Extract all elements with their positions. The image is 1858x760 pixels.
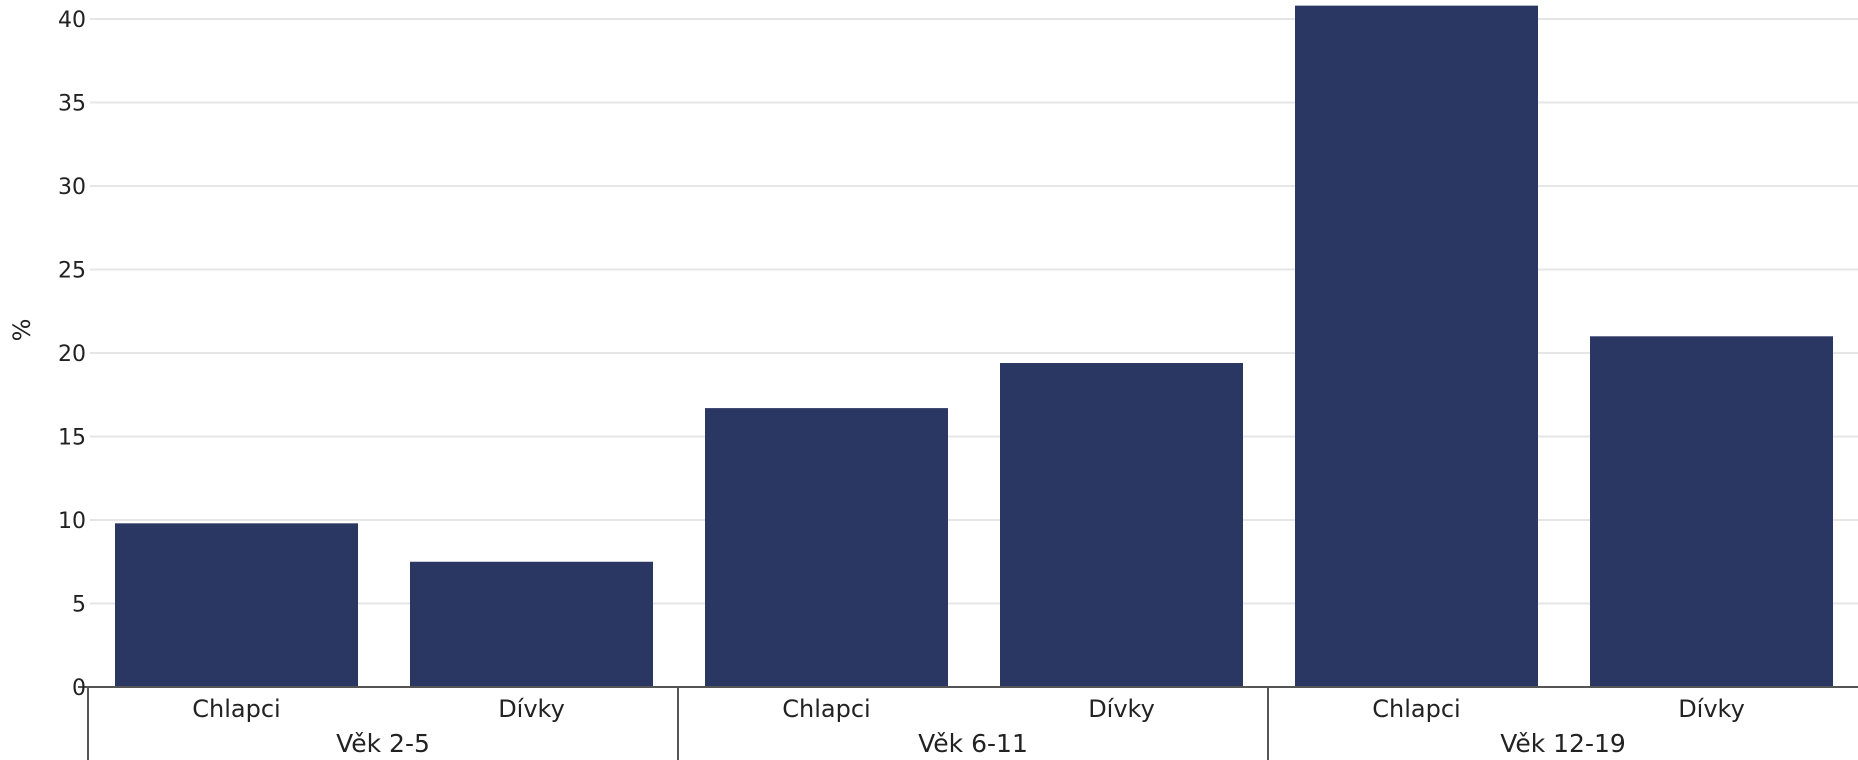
y-tick-label: 25 [58,259,86,284]
x-group-label: Věk 6-11 [918,729,1028,758]
x-category-label: Dívky [498,695,565,723]
bar-dvky-0 [410,561,653,687]
y-tick-label: 20 [58,342,86,367]
x-category-label: Chlapci [192,695,280,723]
y-tick-labels: 0 5 10 15 20 25 30 35 40 [58,8,86,701]
x-category-label: Chlapci [1372,695,1460,723]
y-tick-label: 30 [58,175,86,200]
bar-chlapci-0 [115,523,358,687]
bar-dvky-1 [1000,363,1243,687]
y-axis-title: % [8,319,36,342]
y-tick-label: 0 [72,676,86,701]
y-tick-label: 10 [58,509,86,534]
x-category-label: Dívky [1088,695,1155,723]
x-category-label: Dívky [1678,695,1745,723]
axes [78,686,1858,760]
y-tick-label: 35 [58,92,86,117]
x-category-label: Chlapci [782,695,870,723]
y-tick-label: 40 [58,8,86,33]
x-group-label: Věk 2-5 [336,729,430,758]
bar-chlapci-2 [1295,5,1538,687]
bars [115,5,1833,687]
gridlines [90,18,1858,605]
bar-chlapci-1 [705,408,948,687]
x-category-labels: Chlapci Dívky Věk 2-5 Chlapci Dívky Věk 6-11 C… [192,695,1745,758]
bar-dvky-2 [1590,336,1833,687]
y-tick-label: 5 [72,593,86,618]
x-group-label: Věk 12-19 [1500,729,1626,758]
y-tick-label: 15 [58,426,86,451]
